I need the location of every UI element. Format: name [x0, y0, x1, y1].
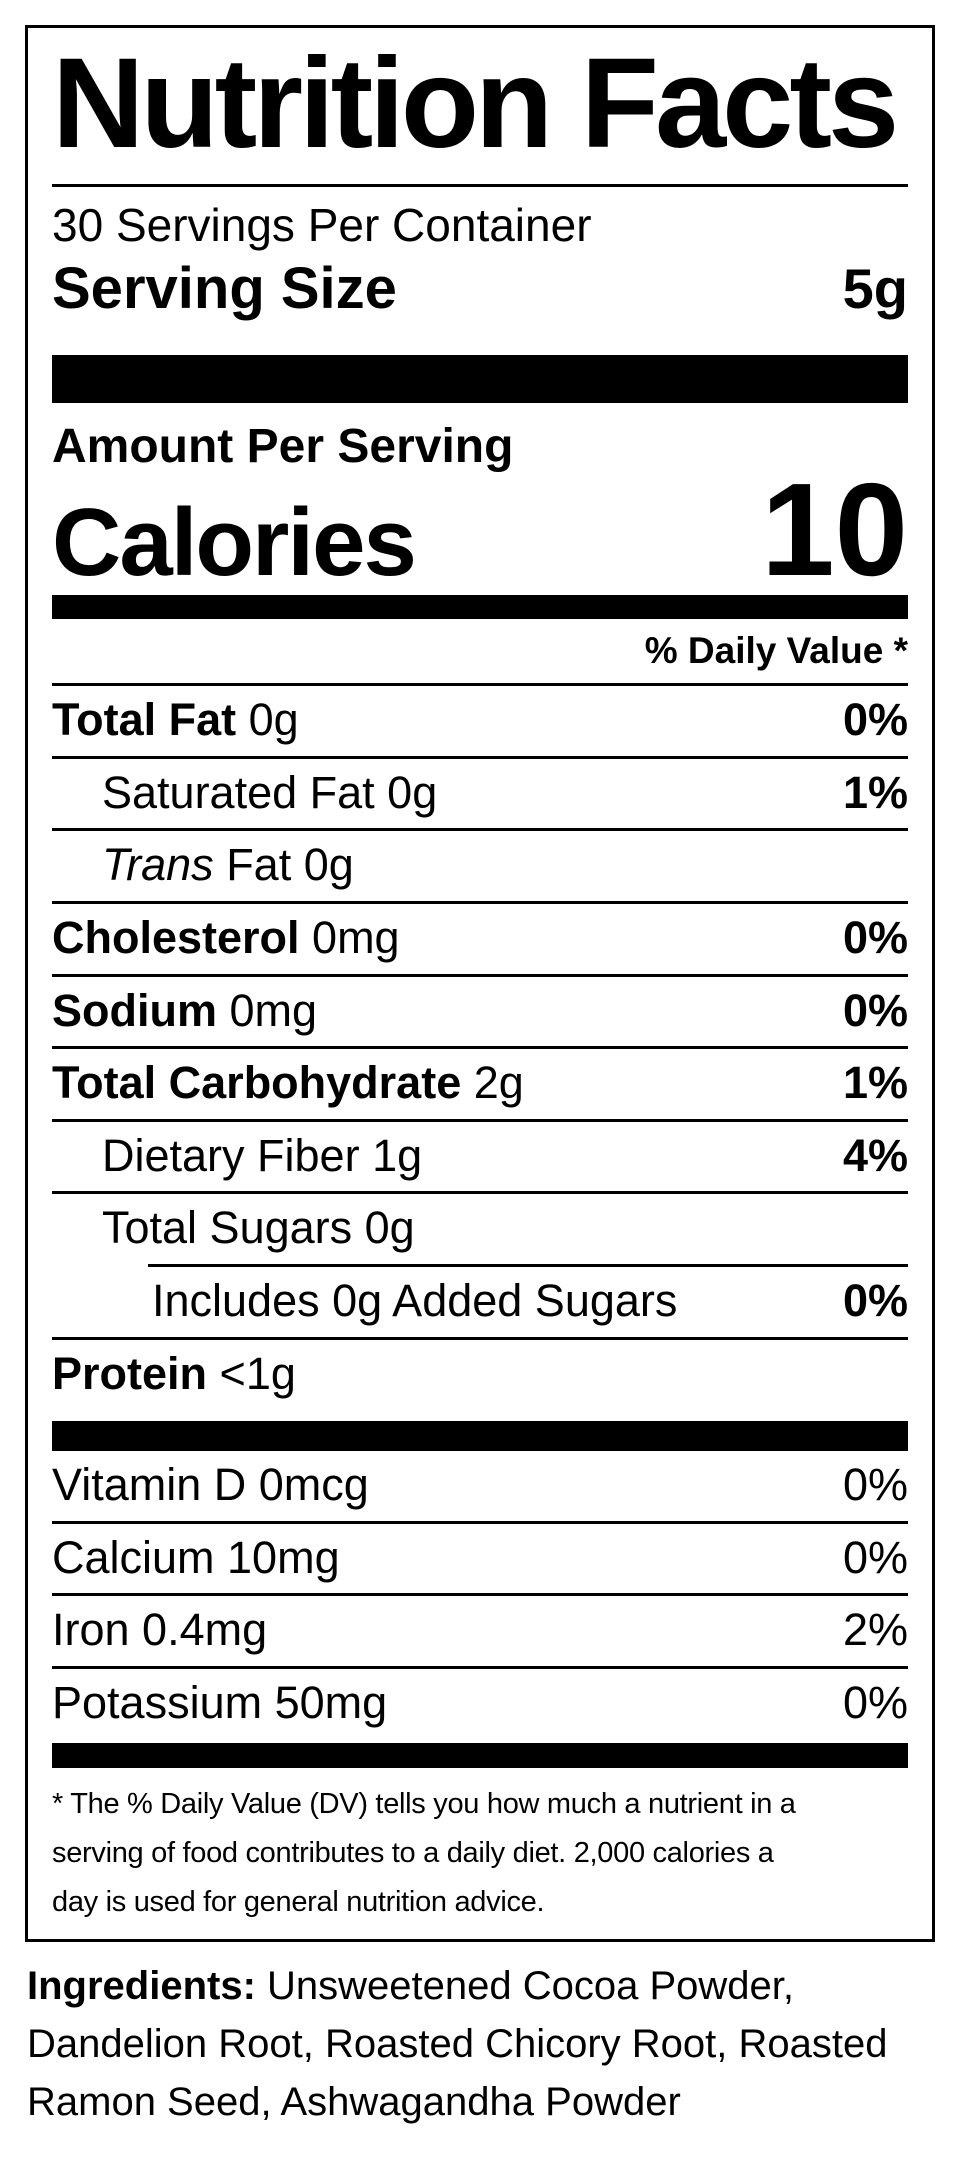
nutrient-percent: 0%	[842, 912, 908, 964]
nutrient-name: Vitamin D 0mcg	[52, 1459, 369, 1511]
servings-per-container: 30 Servings Per Container	[52, 199, 592, 251]
nutrient-name: Includes 0g Added Sugars	[152, 1275, 678, 1326]
daily-value-header: % Daily Value *	[52, 619, 908, 687]
added-sugars-divider	[148, 1264, 908, 1267]
nutrient-name: Sodium 0mg	[52, 984, 318, 1036]
nutrient-name: Protein <1g	[52, 1347, 296, 1399]
nutrient-row-total-fat: Total Fat 0g 0%	[52, 686, 908, 756]
section-bar-footnote	[52, 1742, 908, 1768]
serving-size-value: 5g	[842, 256, 908, 320]
calories-value: 10	[761, 456, 908, 604]
ingredients-section: Ingredients: Unsweetened Cocoa Powder, D…	[27, 1957, 942, 2131]
nutrient-row-total-sugars: Total Sugars 0g	[52, 1191, 908, 1264]
nutrient-row-added-sugars: Includes 0g Added Sugars 0%	[52, 1267, 908, 1337]
nutrient-row-trans-fat: Trans Fat 0g	[52, 828, 908, 901]
nutrient-percent: 2%	[842, 1604, 908, 1656]
nutrient-row-calcium: Calcium 10mg 0%	[52, 1520, 908, 1594]
nutrient-row-potassium: Potassium 50mg 0%	[52, 1665, 908, 1739]
nutrient-name: Trans Fat 0g	[102, 839, 354, 891]
nutrient-percent: 0%	[842, 1275, 908, 1326]
nutrient-rows: Total Fat 0g 0% Saturated Fat 0g 1% Tran…	[52, 686, 908, 1409]
ingredients-line: Ingredients: Unsweetened Cocoa Powder,	[27, 1964, 795, 2008]
nutrient-percent: 0%	[842, 984, 908, 1036]
section-bar-top	[52, 354, 908, 403]
nutrient-percent: 1%	[842, 1057, 908, 1109]
nutrient-row-protein: Protein <1g	[52, 1336, 908, 1410]
nutrient-percent: 0%	[842, 694, 908, 746]
footnote-line: * The % Daily Value (DV) tells you how m…	[52, 1787, 796, 1820]
nutrient-name: Total Fat 0g	[52, 694, 299, 746]
ingredients-line: Dandelion Root, Roasted Chicory Root, Ro…	[27, 2022, 888, 2066]
ingredients-label: Ingredients:	[27, 1964, 256, 2008]
nutrient-percent: 0%	[842, 1676, 908, 1728]
nutrient-name: Total Carbohydrate 2g	[52, 1057, 524, 1109]
serving-size-label: Serving Size	[52, 255, 397, 321]
nutrient-percent: 0%	[842, 1531, 908, 1583]
section-bar-micronutrients	[52, 1421, 908, 1452]
nutrient-name: Saturated Fat 0g	[102, 766, 438, 818]
micronutrient-rows: Vitamin D 0mcg 0% Calcium 10mg 0% Iron 0…	[52, 1451, 908, 1738]
daily-value-footnote: * The % Daily Value (DV) tells you how m…	[52, 1780, 908, 1927]
nutrient-row-saturated-fat: Saturated Fat 0g 1%	[52, 755, 908, 829]
nutrient-percent: 0%	[842, 1459, 908, 1511]
nutrient-percent: 4%	[842, 1129, 908, 1181]
nutrient-row-sodium: Sodium 0mg 0%	[52, 973, 908, 1047]
footnote-line: day is used for general nutrition advice…	[52, 1885, 545, 1918]
calories-label: Calories	[52, 489, 417, 597]
nutrient-name: Calcium 10mg	[52, 1531, 340, 1583]
nutrient-name: Dietary Fiber 1g	[102, 1129, 423, 1181]
serving-size-row: Serving Size 5g	[52, 256, 908, 323]
nutrient-name: Potassium 50mg	[52, 1676, 388, 1728]
nutrition-facts-title: Nutrition Facts	[52, 32, 899, 175]
amount-per-serving-label: Amount Per Serving	[52, 419, 514, 473]
nutrient-row-dietary-fiber: Dietary Fiber 1g 4%	[52, 1118, 908, 1192]
footnote-line: serving of food contributes to a daily d…	[52, 1836, 774, 1869]
title-divider	[52, 184, 908, 187]
ingredients-line: Ramon Seed, Ashwagandha Powder	[27, 2080, 681, 2124]
nutrient-name: Cholesterol 0mg	[52, 912, 400, 964]
nutrition-facts-panel: Nutrition Facts 30 Servings Per Containe…	[25, 25, 935, 1942]
nutrient-percent: 1%	[842, 766, 908, 818]
calories-row: Calories 10	[52, 456, 908, 604]
nutrient-row-vitamin-d: Vitamin D 0mcg 0%	[52, 1451, 908, 1521]
nutrient-row-iron: Iron 0.4mg 2%	[52, 1593, 908, 1666]
nutrient-name: Total Sugars 0g	[102, 1202, 415, 1254]
nutrient-row-cholesterol: Cholesterol 0mg 0%	[52, 901, 908, 974]
nutrient-row-total-carbohydrate: Total Carbohydrate 2g 1%	[52, 1046, 908, 1119]
section-bar-calories	[52, 594, 908, 619]
nutrient-name: Iron 0.4mg	[52, 1604, 268, 1656]
